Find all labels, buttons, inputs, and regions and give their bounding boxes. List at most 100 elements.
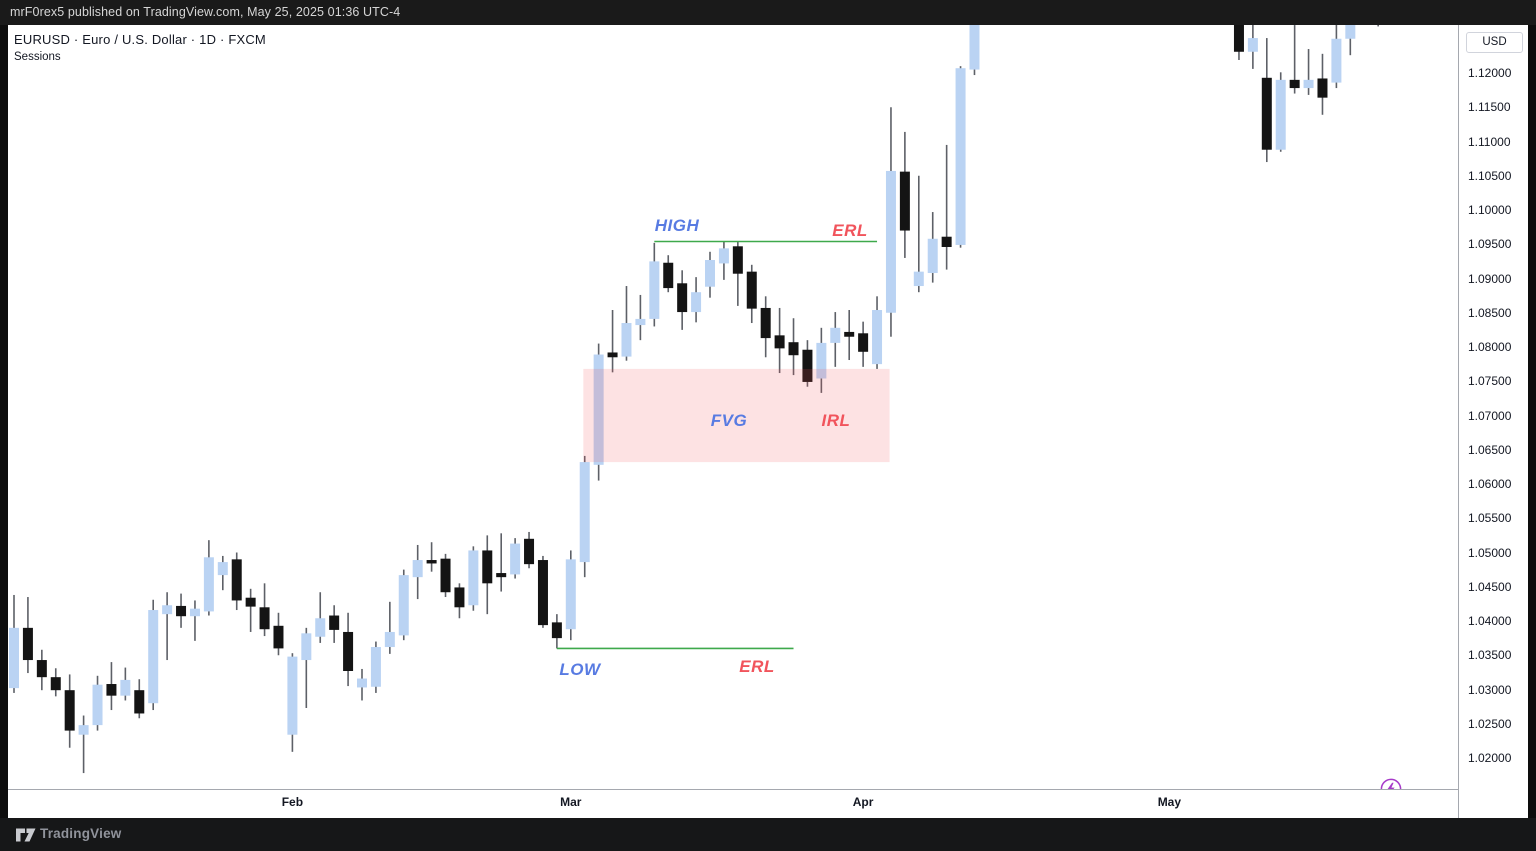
price-tick-label: 1.09500: [1468, 237, 1512, 252]
candle-wick: [305, 627, 308, 708]
candle-body: [259, 607, 270, 630]
publish-attribution-bar: mrF0rex5 published on TradingView.com, M…: [0, 0, 1536, 25]
candle-body: [9, 627, 19, 689]
candle-body: [92, 684, 103, 726]
candle-body: [162, 605, 173, 615]
candle-body: [663, 262, 674, 289]
price-tick-label: 1.05500: [1468, 511, 1512, 526]
time-tick-label: Apr: [852, 795, 874, 809]
candle-body: [579, 462, 590, 563]
candle-body: [969, 25, 980, 70]
candle-body: [315, 618, 326, 637]
candle-body: [705, 260, 715, 287]
candle-body: [899, 171, 910, 231]
candle-body: [802, 349, 813, 382]
price-tick-label: 1.04500: [1468, 579, 1512, 594]
price-tick-label: 1.04000: [1468, 614, 1512, 628]
candle-wick: [945, 144, 948, 270]
candle-body: [134, 690, 145, 714]
symbol-title[interactable]: EURUSD · Euro / U.S. Dollar · 1D · FXCM: [14, 32, 266, 47]
price-tick-label: 1.06500: [1468, 442, 1512, 457]
candle-body: [1275, 79, 1286, 150]
candle-body: [593, 354, 604, 465]
candle-wick: [611, 310, 614, 373]
candle-body: [1233, 25, 1244, 52]
candle-body: [746, 271, 757, 309]
candle-body: [301, 633, 312, 661]
candle-body: [36, 660, 47, 678]
price-tick-label: 1.12000: [1468, 66, 1512, 80]
candle-wick: [1307, 49, 1310, 95]
candle-wick: [166, 592, 168, 661]
candle-body: [343, 631, 354, 672]
candle-wick: [389, 601, 391, 654]
price-tick-label: 1.02000: [1468, 751, 1512, 765]
fvg-zone-box[interactable]: [583, 368, 890, 463]
candle-body: [189, 608, 200, 617]
candle-body: [370, 647, 381, 687]
candle-body: [357, 678, 367, 688]
candle-wick: [249, 588, 252, 632]
candle-body: [885, 170, 896, 313]
candle-body: [649, 261, 660, 319]
price-tick-label: 1.03000: [1468, 682, 1512, 697]
candle-body: [426, 560, 437, 564]
time-axis[interactable]: Feb Mar Apr May: [8, 789, 1458, 818]
candle-body: [1345, 25, 1356, 39]
price-tick-label: 1.11000: [1468, 134, 1511, 149]
candle-body: [524, 538, 535, 565]
price-tick-label: 1.03500: [1468, 648, 1512, 663]
time-tick-label: Feb: [281, 795, 304, 809]
price-tick-label: 1.07500: [1468, 374, 1512, 389]
candle-body: [677, 283, 688, 313]
candle-body: [120, 679, 131, 696]
indicator-label[interactable]: Sessions: [14, 51, 61, 63]
candle-wick: [319, 592, 322, 643]
candle-body: [565, 559, 576, 630]
chart-plot-area[interactable]: HIGH ERL FVG IRL LOW ERL EURUSD · Euro / U.S.…: [8, 25, 1458, 800]
tradingview-logo-icon[interactable]: [16, 827, 36, 848]
candle-wick: [918, 175, 920, 293]
candle-body: [774, 335, 785, 349]
candle-body: [927, 238, 938, 274]
price-axis[interactable]: USD 1.12000 1.11500 1.11000 1.10500 1.10000 1…: [1458, 25, 1528, 818]
candle-body: [329, 615, 340, 630]
candle-body: [78, 725, 89, 735]
candle-body: [621, 323, 632, 357]
price-tick-label: 1.06000: [1468, 477, 1512, 491]
candle-wick: [639, 294, 642, 341]
time-tick-label: Mar: [560, 795, 582, 809]
candle-wick: [1349, 25, 1352, 56]
candle-wick: [1377, 25, 1379, 27]
candle-body: [273, 625, 284, 649]
candle-body: [816, 342, 827, 379]
candle-body: [50, 677, 61, 691]
candle-wick: [194, 600, 196, 641]
candle-body: [551, 622, 562, 639]
candle-body: [1261, 77, 1272, 150]
tradingview-wordmark[interactable]: TradingView: [40, 826, 122, 841]
candle-body: [412, 560, 423, 578]
price-tick-label: 1.02500: [1468, 716, 1512, 731]
candlestick-chart[interactable]: [8, 25, 1458, 789]
candle-body: [732, 246, 743, 274]
candle-body: [496, 573, 507, 578]
chart-card: HIGH ERL FVG IRL LOW ERL EURUSD · Euro / U.S.…: [8, 25, 1528, 818]
price-tick-label: 1.08500: [1468, 305, 1512, 320]
candle-body: [844, 331, 855, 337]
candle-body: [1303, 79, 1314, 89]
candle-body: [913, 271, 924, 287]
price-tick-label: 1.10500: [1468, 168, 1512, 183]
candle-body: [1331, 38, 1342, 83]
candle-body: [537, 560, 548, 626]
price-tick-label: 1.05000: [1468, 545, 1512, 560]
candle-body: [398, 575, 409, 636]
candle-body: [1247, 38, 1258, 52]
candle-body: [1289, 79, 1300, 89]
candle-body: [384, 631, 395, 648]
candle-body: [106, 684, 117, 696]
currency-usd-button[interactable]: USD: [1466, 32, 1523, 53]
candle-body: [217, 562, 228, 576]
publish-attribution-text[interactable]: mrF0rex5 published on TradingView.com, M…: [10, 5, 401, 19]
candle-body: [635, 318, 646, 326]
